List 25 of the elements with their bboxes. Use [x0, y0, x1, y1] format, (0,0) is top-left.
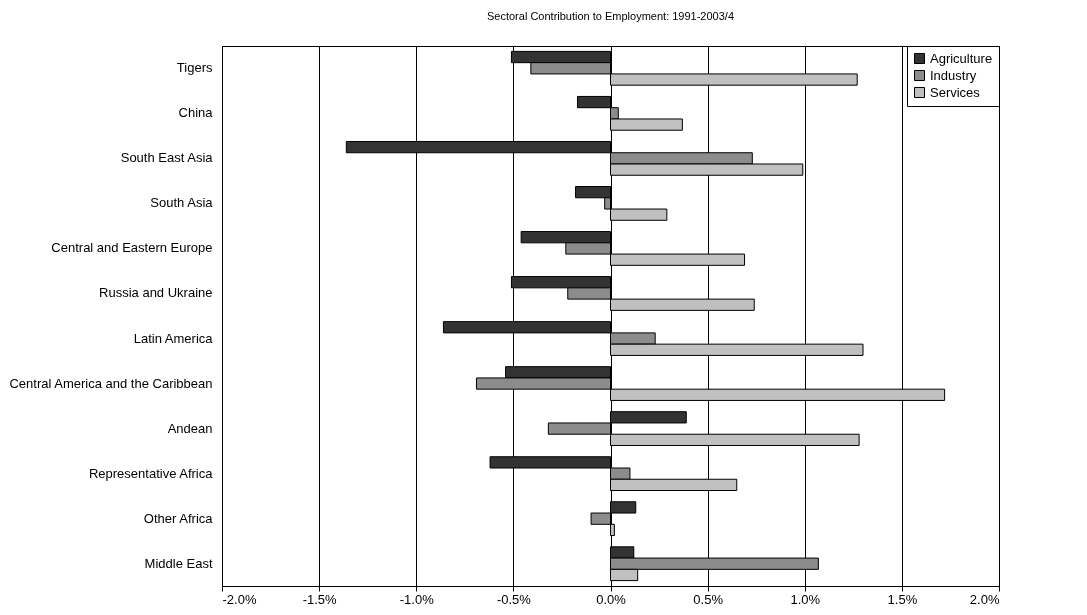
y-tick-label: Middle East [144, 555, 213, 571]
x-tick-label: -0.5% [496, 591, 532, 607]
x-tick-label: -1.0% [399, 591, 435, 607]
x-tick-label: -2.0% [222, 591, 257, 607]
legend-label: Agriculture [930, 50, 993, 66]
y-tick-label: Tigers [176, 60, 213, 76]
y-tick-label: Latin America [133, 330, 214, 346]
y-tick-label: Russia and Ukraine [99, 285, 213, 301]
x-tick-label: 1.0% [790, 591, 821, 607]
y-tick-label: Central America and the Caribbean [9, 375, 213, 391]
y-tick-label: Andean [167, 420, 213, 436]
y-tick-label: Representative Africa [88, 465, 214, 481]
y-tick-label: South East Asia [120, 150, 214, 166]
x-tick-label: 1.5% [887, 591, 918, 607]
x-tick-label: -1.5% [302, 591, 338, 607]
x-tick-label: 2.0% [969, 591, 1000, 607]
y-tick-label: South Asia [150, 195, 214, 211]
x-tick-label: 0.0% [596, 591, 627, 607]
chart-title: Sectoral Contribution to Employment: 1991-2003/4 [486, 9, 735, 22]
x-tick-label: 0.5% [693, 591, 724, 607]
legend-label: Services [930, 84, 981, 100]
y-tick-label: Central and Eastern Europe [51, 240, 213, 256]
y-tick-label: Other Africa [143, 510, 214, 526]
y-tick-label: China [178, 105, 214, 121]
legend-label: Industry [930, 67, 977, 83]
